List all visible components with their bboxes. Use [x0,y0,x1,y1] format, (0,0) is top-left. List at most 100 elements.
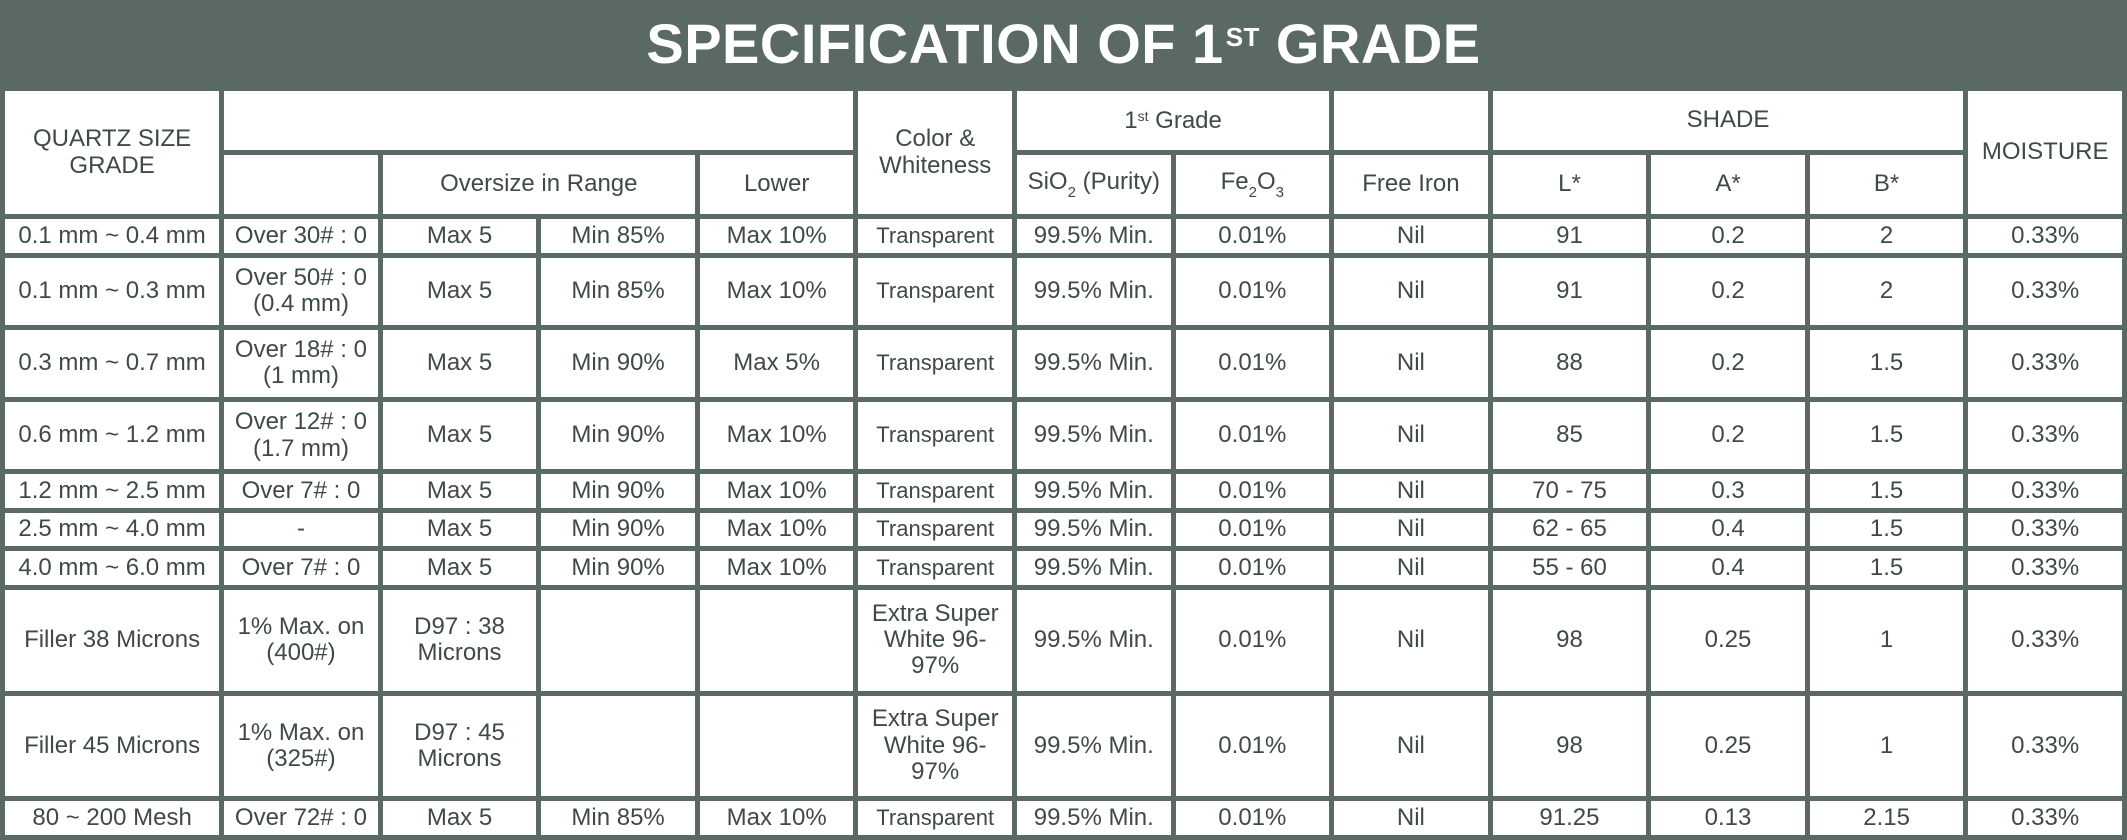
cell-fe2o3: 0.01% [1175,257,1330,325]
cell-over: Over 7# : 0 [224,551,378,585]
cell-size: 4.0 mm ~ 6.0 mm [5,551,220,585]
cell-over: Over 12# : 0 (1.7 mm) [224,401,378,470]
cell-oversize-min: Min 90% [541,401,695,470]
cell-fe2o3: 0.01% [1175,329,1330,397]
fe-subscript: 2 [1248,184,1257,202]
page-title: SPECIFICATION OF 1 ST GRADE [0,0,2127,86]
cell-sio2: 99.5% Min. [1016,589,1171,691]
cell-shade-a: 0.2 [1651,401,1805,470]
cell-shade-b: 2 [1809,219,1964,253]
cell-free-iron: Nil [1334,329,1488,397]
table-row: Filler 45 Microns 1% Max. on (325#) D97 : … [5,695,2122,797]
cell-shade-b: 2 [1809,257,1964,325]
grade-number: 1 [1124,106,1138,134]
cell-oversize-max: Max 5 [382,474,537,508]
cell-shade-l: 70 - 75 [1492,474,1647,508]
cell-moisture: 0.33% [1968,219,2122,253]
cell-oversize-min [541,695,695,797]
cell-shade-l: 62 - 65 [1492,512,1647,547]
cell-size: 80 ~ 200 Mesh [5,801,220,835]
cell-moisture: 0.33% [1968,401,2122,470]
cell-oversize-min: Min 90% [541,329,695,397]
header-moisture: MOISTURE [1968,91,2122,214]
cell-size: 0.1 mm ~ 0.3 mm [5,257,220,325]
cell-free-iron: Nil [1334,219,1488,253]
cell-shade-a: 0.4 [1651,551,1805,585]
table-row: 1.2 mm ~ 2.5 mm Over 7# : 0 Max 5 Min 90% Ma… [5,474,2122,508]
cell-shade-a: 0.3 [1651,474,1805,508]
cell-shade-l: 91 [1492,257,1647,325]
cell-sio2: 99.5% Min. [1016,257,1171,325]
cell-shade-b: 1.5 [1809,401,1964,470]
cell-moisture: 0.33% [1968,257,2122,325]
cell-oversize-max: Max 5 [382,219,537,253]
cell-free-iron: Nil [1334,401,1488,470]
cell-color-whiteness: Transparent [858,801,1012,835]
cell-shade-l: 88 [1492,329,1647,397]
cell-shade-b: 1 [1809,589,1964,691]
cell-shade-b: 1.5 [1809,551,1964,585]
cell-fe2o3: 0.01% [1175,474,1330,508]
cell-lower: Max 10% [699,219,854,253]
cell-oversize-max: Max 5 [382,801,537,835]
cell-oversize-min: Min 85% [541,801,695,835]
cell-color-whiteness: Transparent [858,329,1012,397]
cell-shade-l: 98 [1492,695,1647,797]
cell-lower: Max 5% [699,329,854,397]
cell-over: 1% Max. on (400#) [224,589,378,691]
cell-shade-l: 91.25 [1492,801,1647,835]
sio2-prefix: SiO [1027,168,1068,196]
header-sio2-purity: SiO2 (Purity) [1016,155,1171,214]
cell-fe2o3: 0.01% [1175,219,1330,253]
cell-size: Filler 38 Microns [5,589,220,691]
fe-mid: O [1257,168,1276,196]
cell-shade-a: 0.2 [1651,219,1805,253]
cell-over: Over 18# : 0 (1 mm) [224,329,378,397]
header-blank-over [224,155,378,214]
cell-size: 0.3 mm ~ 0.7 mm [5,329,220,397]
cell-sio2: 99.5% Min. [1016,329,1171,397]
cell-lower: Max 10% [699,401,854,470]
header-row-1: QUARTZ SIZE GRADE Color & Whiteness 1st … [5,91,2122,214]
cell-lower: Max 10% [699,257,854,325]
cell-shade-l: 55 - 60 [1492,551,1647,585]
cell-shade-a: 0.25 [1651,589,1805,691]
cell-moisture: 0.33% [1968,329,2122,397]
cell-sio2: 99.5% Min. [1016,801,1171,835]
cell-lower [699,589,854,691]
header-quartz-size-grade: QUARTZ SIZE GRADE [5,91,220,214]
cell-moisture: 0.33% [1968,695,2122,797]
cell-color-whiteness: Transparent [858,551,1012,585]
cell-shade-l: 91 [1492,219,1647,253]
header-first-grade: 1st Grade [1016,91,1330,150]
cell-oversize-max: Max 5 [382,551,537,585]
cell-free-iron: Nil [1334,801,1488,835]
cell-over: 1% Max. on (325#) [224,695,378,797]
cell-oversize-max: D97 : 45 Microns [382,695,537,797]
cell-free-iron: Nil [1334,257,1488,325]
fe-subscript-2: 3 [1275,184,1285,202]
cell-oversize-max: Max 5 [382,257,537,325]
cell-color-whiteness: Transparent [858,401,1012,470]
cell-oversize-max: Max 5 [382,329,537,397]
grade-word: Grade [1155,106,1222,134]
cell-fe2o3: 0.01% [1175,551,1330,585]
cell-moisture: 0.33% [1968,512,2122,547]
cell-color-whiteness: Extra Super White 96-97% [858,695,1012,797]
sio2-subscript: 2 [1067,184,1076,202]
cell-oversize-max: D97 : 38 Microns [382,589,537,691]
cell-oversize-max: Max 5 [382,512,537,547]
header-shade: SHADE [1492,91,1964,150]
cell-shade-b: 1.5 [1809,512,1964,547]
cell-shade-b: 2.15 [1809,801,1964,835]
cell-fe2o3: 0.01% [1175,695,1330,797]
grade-superscript: st [1137,107,1149,124]
cell-over: Over 30# : 0 [224,219,378,253]
cell-size: 0.1 mm ~ 0.4 mm [5,219,220,253]
cell-fe2o3: 0.01% [1175,589,1330,691]
header-shade-l: L* [1492,155,1647,214]
title-superscript: ST [1225,22,1260,52]
cell-moisture: 0.33% [1968,589,2122,691]
cell-oversize-min: Min 85% [541,257,695,325]
cell-oversize-min [541,589,695,691]
